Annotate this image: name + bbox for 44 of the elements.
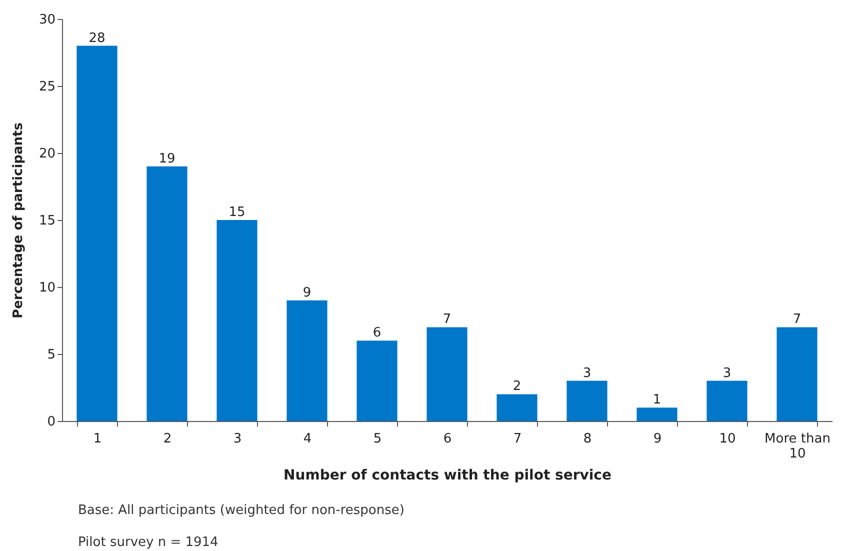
y-tick-label: 10 [38, 280, 56, 296]
x-tick-label: 4 [303, 432, 312, 446]
data-label: 3 [582, 366, 592, 381]
data-label: 19 [158, 151, 176, 166]
text: Pilot survey n = 1914 [78, 535, 218, 550]
x-tick-label: More than 10 [764, 432, 830, 462]
bar [496, 394, 538, 421]
y-tick-label: 30 [38, 12, 56, 28]
y-tick-label: 15 [38, 214, 56, 228]
x-tick-label: 5 [373, 432, 382, 446]
data-label: 3 [722, 366, 732, 381]
data-label: 28 [88, 30, 106, 46]
bar [426, 327, 468, 421]
bar [76, 46, 118, 421]
data-label: 7 [792, 312, 802, 328]
data-label: 2 [512, 379, 522, 394]
x-tick-label: 7 [513, 432, 522, 446]
bar [216, 220, 258, 421]
y-tick-label: 20 [38, 146, 56, 162]
y-tick-label: 5 [47, 348, 56, 362]
bar [286, 300, 328, 421]
x-tick-label: 1 [93, 432, 102, 446]
text: Base: All participants (weighted for non-response) [78, 503, 404, 518]
x-tick-label: 6 [443, 432, 452, 446]
x-axis-title: Number of contacts with the pilot service [284, 468, 612, 484]
bar [146, 166, 188, 421]
y-tick-label: 25 [38, 80, 56, 94]
x-tick-label: 10 [719, 432, 736, 446]
y-tick-label: 0 [47, 414, 56, 430]
x-tick-label: 9 [653, 432, 662, 446]
bar [636, 408, 678, 421]
x-tick-label: 3 [233, 432, 242, 446]
data-label: 9 [302, 285, 312, 300]
data-label: 1 [652, 392, 662, 408]
data-label: 6 [372, 326, 382, 341]
y-axis-title: Percentage of participants [10, 122, 26, 318]
bar [706, 380, 748, 421]
data-label: 7 [442, 312, 452, 328]
bar [566, 380, 608, 421]
bar [776, 327, 818, 421]
bar [356, 340, 398, 421]
data-label: 15 [228, 205, 246, 220]
x-tick-label: 8 [583, 432, 592, 446]
x-tick-label: 2 [163, 432, 172, 446]
